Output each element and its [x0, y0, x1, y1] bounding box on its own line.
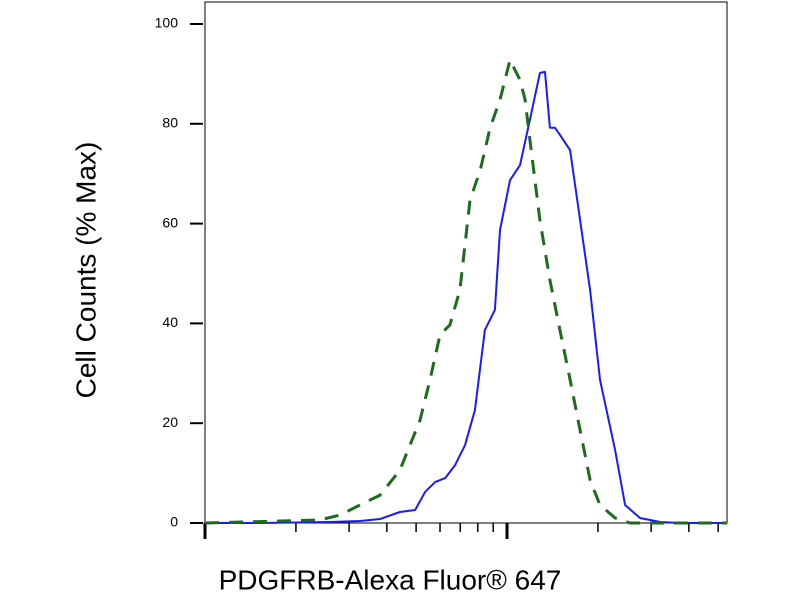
y-tick-label: 80 — [162, 115, 178, 131]
y-tick-label: 40 — [162, 314, 178, 330]
histogram-line — [204, 58, 727, 525]
histogram-line — [205, 70, 727, 524]
x-axis-label: PDGFRB-Alexa Fluor® 647 — [219, 564, 562, 595]
y-tick-label: 0 — [170, 514, 178, 530]
plot-frame — [204, 1, 728, 524]
y-tick-label: 100 — [155, 15, 179, 31]
y-tick-label: 20 — [162, 414, 178, 430]
y-axis-label: Cell Counts (% Max) — [70, 142, 101, 399]
y-tick-label: 60 — [162, 214, 178, 230]
